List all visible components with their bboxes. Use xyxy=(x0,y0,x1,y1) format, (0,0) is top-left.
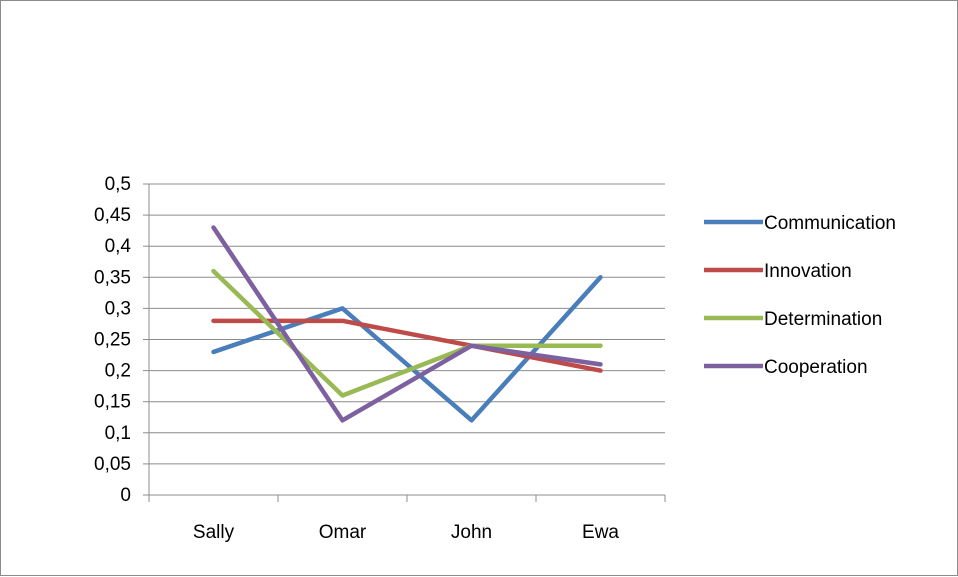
axes: 0 0,05 0,1 0,15 0,2 0,25 0,3 0,35 0,4 0,45 0,5 Sall… xyxy=(94,174,666,543)
legend-label: Cooperation xyxy=(764,357,868,378)
y-tick-label: 0 xyxy=(120,485,131,506)
gridlines xyxy=(149,183,665,465)
legend-label: Determination xyxy=(764,309,882,330)
y-tick-label: 0,4 xyxy=(105,236,132,257)
y-tick-label: 0,25 xyxy=(94,330,131,351)
y-tick-label: 0,2 xyxy=(105,361,131,382)
series-line-determination xyxy=(211,268,603,398)
x-tick-label: John xyxy=(451,522,492,543)
y-tick-label: 0,3 xyxy=(105,298,131,319)
y-tick-label: 0,35 xyxy=(94,267,131,288)
x-tick-label: Sally xyxy=(193,522,235,543)
legend: Communication Innovation Determination Coop… xyxy=(704,213,896,378)
x-tick-label: Omar xyxy=(319,522,367,543)
y-tick-label: 0,5 xyxy=(105,174,131,195)
y-tick-label: 0,15 xyxy=(94,392,131,413)
y-tick-label: 0,45 xyxy=(94,205,131,226)
y-tick-label: 0,1 xyxy=(105,423,131,444)
series-lines xyxy=(211,225,603,423)
legend-label: Innovation xyxy=(764,261,852,282)
series-line-communication xyxy=(211,275,603,423)
y-tick-label: 0,05 xyxy=(94,454,131,475)
series-line-cooperation xyxy=(211,225,603,423)
legend-label: Communication xyxy=(764,213,896,234)
x-tick-label: Ewa xyxy=(582,522,619,543)
